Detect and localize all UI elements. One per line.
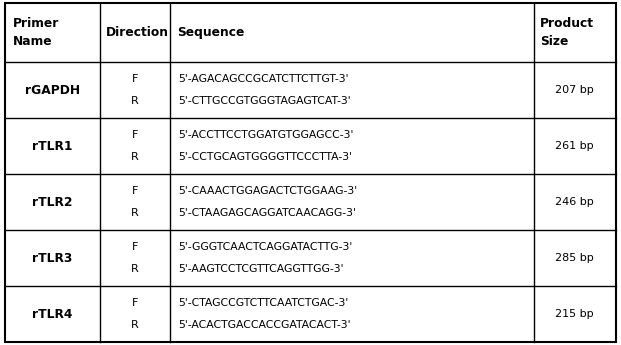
Text: Direction: Direction [106,26,169,39]
Text: 215 bp: 215 bp [555,309,594,319]
Text: F: F [132,242,138,252]
Text: 5'-AGACAGCCGCATCTTCTTGT-3': 5'-AGACAGCCGCATCTTCTTGT-3' [178,74,348,84]
Text: R: R [131,264,138,274]
Text: 5'-CCTGCAGTGGGGTTCCCTTA-3': 5'-CCTGCAGTGGGGTTCCCTTA-3' [178,152,352,162]
Text: R: R [131,321,138,331]
Text: 5'-CTAAGAGCAGGATCAACAGG-3': 5'-CTAAGAGCAGGATCAACAGG-3' [178,208,356,218]
Text: 5'-GGGTCAACTCAGGATACTTG-3': 5'-GGGTCAACTCAGGATACTTG-3' [178,242,352,252]
Text: F: F [132,298,138,308]
Text: 5'-CTTGCCGTGGGTAGAGTCAT-3': 5'-CTTGCCGTGGGTAGAGTCAT-3' [178,96,351,106]
Text: rTLR2: rTLR2 [32,196,73,209]
Text: 5'-ACCTTCCTGGATGTGGAGCC-3': 5'-ACCTTCCTGGATGTGGAGCC-3' [178,130,353,140]
Text: R: R [131,208,138,218]
Text: F: F [132,74,138,84]
Text: R: R [131,152,138,162]
Text: 207 bp: 207 bp [555,85,594,95]
Text: R: R [131,96,138,106]
Text: 285 bp: 285 bp [555,253,594,263]
Text: Name: Name [12,35,52,48]
Text: F: F [132,130,138,140]
Text: Sequence: Sequence [178,26,245,39]
Text: 5'-CAAACTGGAGACTCTGGAAG-3': 5'-CAAACTGGAGACTCTGGAAG-3' [178,186,357,196]
Text: 5'-ACACTGACCACCGATACACT-3': 5'-ACACTGACCACCGATACACT-3' [178,321,350,331]
Text: 246 bp: 246 bp [555,197,594,207]
Text: rGAPDH: rGAPDH [25,84,80,97]
Text: 5'-AAGTCCTCGTTCAGGTTGG-3': 5'-AAGTCCTCGTTCAGGTTGG-3' [178,264,343,274]
Text: F: F [132,186,138,196]
Text: Size: Size [540,35,568,48]
Text: 261 bp: 261 bp [555,141,594,151]
Text: Product: Product [540,17,594,30]
Text: rTLR3: rTLR3 [32,252,73,265]
Text: Primer: Primer [12,17,59,30]
Text: rTLR1: rTLR1 [32,140,73,153]
Text: 5'-CTAGCCGTCTTCAATCTGAC-3': 5'-CTAGCCGTCTTCAATCTGAC-3' [178,298,348,308]
Text: rTLR4: rTLR4 [32,308,73,321]
